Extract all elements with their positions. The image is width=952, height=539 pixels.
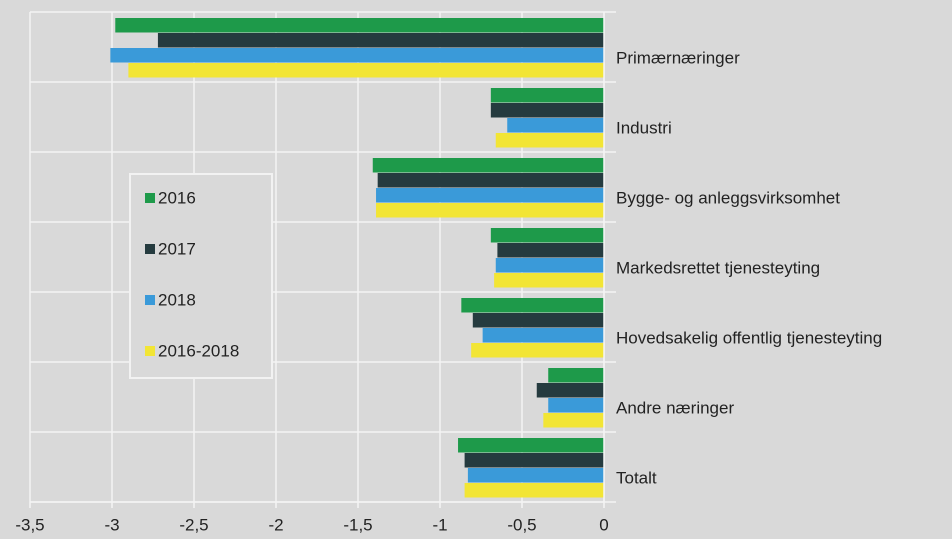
category-label: Primærnæringer <box>616 48 740 67</box>
legend-swatch <box>145 295 155 305</box>
x-tick-label: -1,5 <box>343 515 372 534</box>
x-tick-label: -2 <box>268 515 283 534</box>
legend-label: 2018 <box>158 290 196 309</box>
category-label: Hovedsakelig offentlig tjenesteyting <box>616 328 882 347</box>
x-tick-label: -3,5 <box>15 515 44 534</box>
bar <box>372 158 604 173</box>
bar <box>536 383 604 398</box>
bar <box>376 203 604 218</box>
bar <box>482 328 604 343</box>
legend-swatch <box>145 244 155 254</box>
category-label: Markedsrettet tjenesteyting <box>616 258 820 277</box>
category-label: Totalt <box>616 468 657 487</box>
bar <box>461 298 604 313</box>
bar <box>471 343 604 358</box>
legend-swatch <box>145 346 155 356</box>
legend-swatch <box>145 193 155 203</box>
legend-label: 2017 <box>158 239 196 258</box>
bar <box>467 468 604 483</box>
x-tick-label: -2,5 <box>179 515 208 534</box>
bar <box>472 313 604 328</box>
bar <box>548 368 604 383</box>
bar <box>458 438 604 453</box>
category-label: Andre næringer <box>616 398 734 417</box>
bar <box>377 173 604 188</box>
bar <box>494 273 604 288</box>
x-tick-label: -1 <box>432 515 447 534</box>
bar <box>490 88 604 103</box>
bar <box>376 188 604 203</box>
x-tick-label: -0,5 <box>507 515 536 534</box>
category-label: Bygge- og anleggsvirksomhet <box>616 188 840 207</box>
bar <box>464 483 604 498</box>
bar <box>464 453 604 468</box>
bar <box>115 18 604 33</box>
bar <box>490 228 604 243</box>
x-tick-label: 0 <box>599 515 608 534</box>
category-label: Industri <box>616 118 672 137</box>
bar <box>495 133 604 148</box>
bar <box>490 103 604 118</box>
x-tick-label: -3 <box>104 515 119 534</box>
legend <box>129 173 273 379</box>
bar <box>110 48 605 63</box>
bar <box>495 258 604 273</box>
bar <box>543 413 604 428</box>
bar <box>497 243 604 258</box>
legend-label: 2016-2018 <box>158 341 239 360</box>
bar <box>507 118 604 133</box>
legend-label: 2016 <box>158 188 196 207</box>
bar <box>157 33 605 48</box>
bar <box>548 398 604 413</box>
bar <box>128 63 604 78</box>
